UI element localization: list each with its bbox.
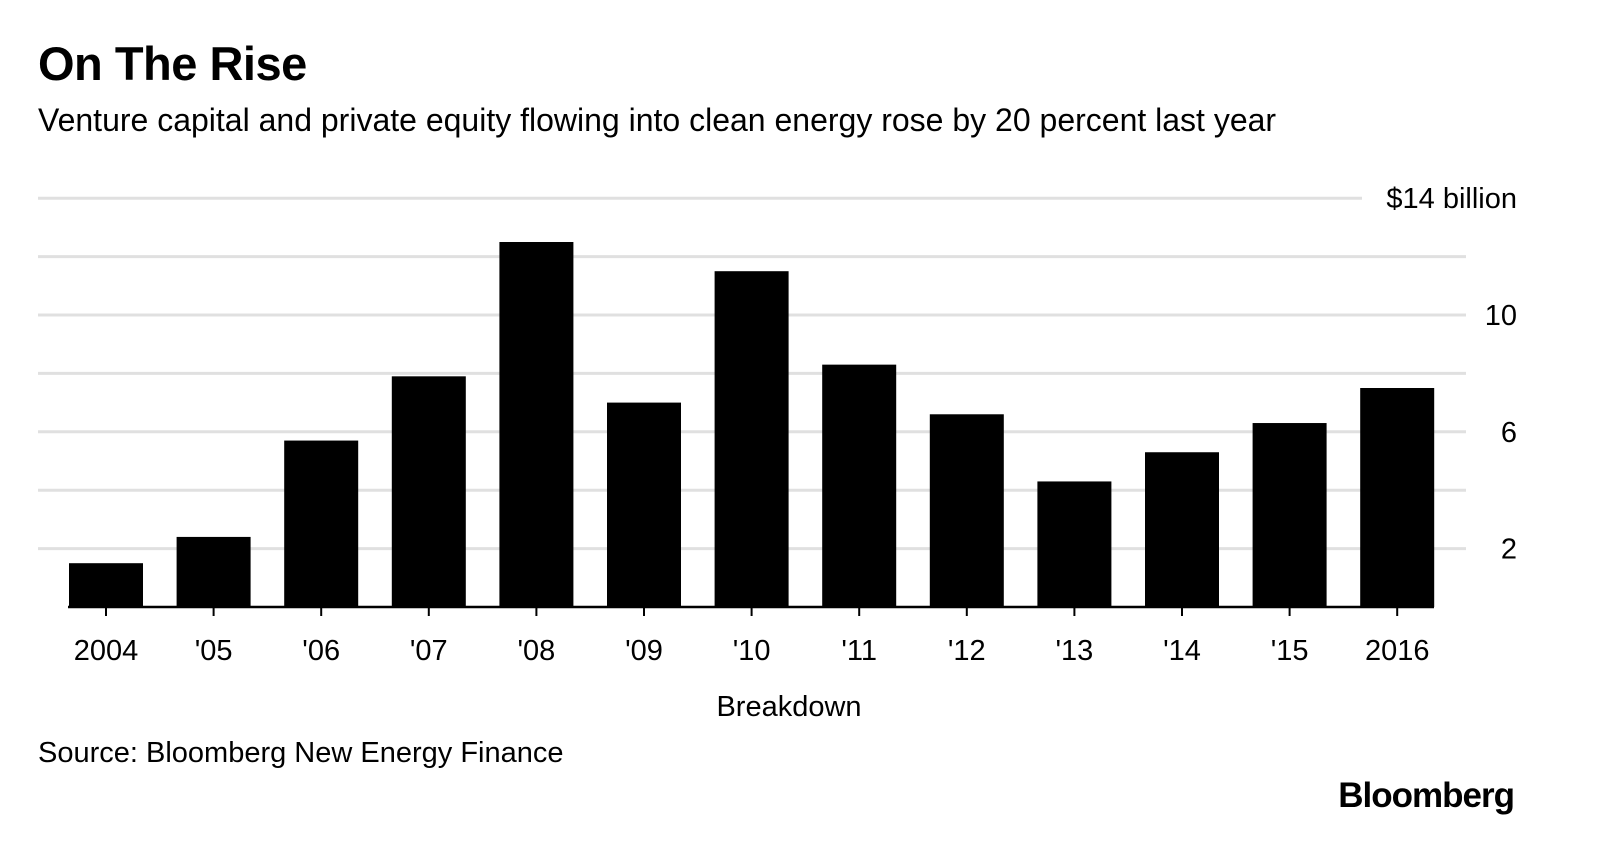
x-tick-label-4: '08: [518, 635, 556, 667]
bar-6: [714, 271, 789, 607]
x-tick-label-11: '15: [1271, 635, 1309, 667]
bar-5: [607, 402, 681, 607]
x-tick-label-3: '07: [410, 635, 448, 667]
bar-8: [929, 414, 1004, 607]
bar-4: [499, 242, 574, 607]
bars: [69, 242, 1435, 607]
x-axis-title: Breakdown: [716, 691, 861, 723]
bar-3: [391, 376, 466, 607]
bar-12: [1360, 388, 1435, 607]
x-tick-label-12: 2016: [1365, 635, 1430, 667]
bar-7: [822, 364, 897, 607]
y-tick-label-1: 6: [1501, 417, 1517, 449]
x-tick-label-2: '06: [302, 635, 340, 667]
x-tick-label-9: '13: [1056, 635, 1094, 667]
x-tick-label-10: '14: [1163, 635, 1201, 667]
x-tick-label-6: '10: [733, 635, 771, 667]
y-tick-label-2: 10: [1485, 300, 1517, 332]
x-tick-label-1: '05: [195, 635, 233, 667]
y-axis-tick-labels: 2 6 10 $14 billion: [1386, 183, 1517, 565]
x-tick-label-5: '09: [625, 635, 663, 667]
bar-0: [69, 563, 143, 607]
x-tick-label-7: '11: [841, 635, 877, 667]
y-tick-label-0: 2: [1501, 534, 1517, 566]
y-tick-label-3: $14 billion: [1386, 183, 1517, 215]
bloomberg-logo: Bloomberg: [1338, 776, 1515, 815]
source-note: Source: Bloomberg New Energy Finance: [38, 737, 564, 769]
chart-subtitle: Venture capital and private equity flowi…: [38, 102, 1277, 138]
bar-10: [1145, 452, 1219, 607]
x-axis-tick-labels: 2004 '05 '06 '07 '08 '09 '10 '11 '12 '13 '14 '15 201…: [74, 635, 1430, 667]
bar-1: [176, 536, 251, 607]
x-tick-label-8: '12: [948, 635, 986, 667]
x-tick-label-0: 2004: [74, 635, 139, 667]
bar-9: [1037, 481, 1112, 607]
x-axis-ticks: [105, 607, 1399, 616]
bar-11: [1252, 423, 1327, 607]
chart-title: On The Rise: [38, 37, 307, 90]
bar-2: [284, 440, 359, 607]
